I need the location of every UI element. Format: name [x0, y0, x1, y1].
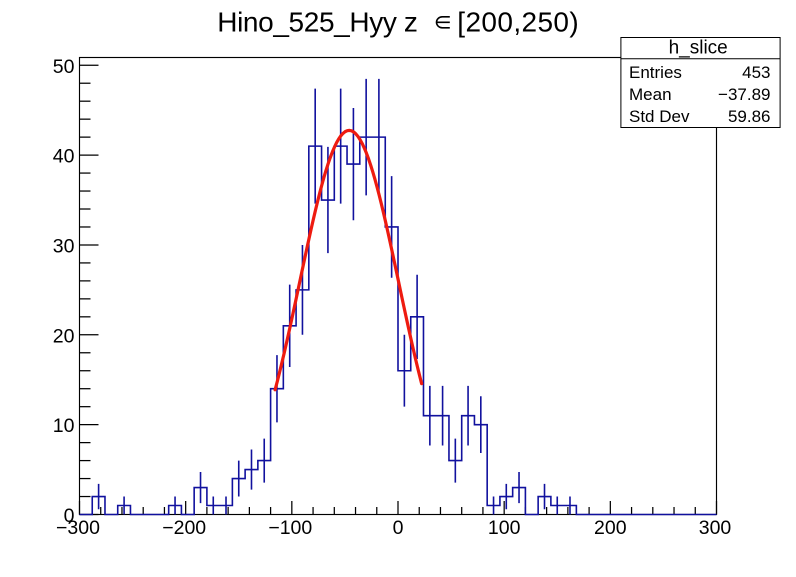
svg-text:h_slice: h_slice	[669, 37, 728, 58]
svg-text:0: 0	[393, 517, 404, 539]
svg-text:Entries: Entries	[629, 63, 682, 82]
svg-text:300: 300	[699, 517, 732, 539]
svg-text:−200: −200	[162, 517, 206, 539]
svg-text:Hino_525_Hyy z: Hino_525_Hyy z	[217, 6, 418, 37]
svg-text:453: 453	[742, 63, 770, 82]
svg-text:40: 40	[53, 146, 75, 168]
svg-text:Mean: Mean	[629, 85, 672, 104]
svg-text:−300: −300	[56, 517, 100, 539]
svg-text:200: 200	[594, 517, 627, 539]
svg-text:Std Dev: Std Dev	[629, 107, 690, 126]
svg-text:10: 10	[53, 415, 75, 437]
svg-text:50: 50	[53, 56, 75, 78]
svg-text:−37.89: −37.89	[718, 85, 770, 104]
svg-text:59.86: 59.86	[728, 107, 771, 126]
svg-text:0: 0	[64, 505, 75, 527]
svg-text:[200,250): [200,250)	[457, 6, 578, 37]
svg-text:−100: −100	[268, 517, 312, 539]
svg-text:30: 30	[53, 236, 75, 258]
svg-text:100: 100	[488, 517, 521, 539]
svg-text:20: 20	[53, 325, 75, 347]
